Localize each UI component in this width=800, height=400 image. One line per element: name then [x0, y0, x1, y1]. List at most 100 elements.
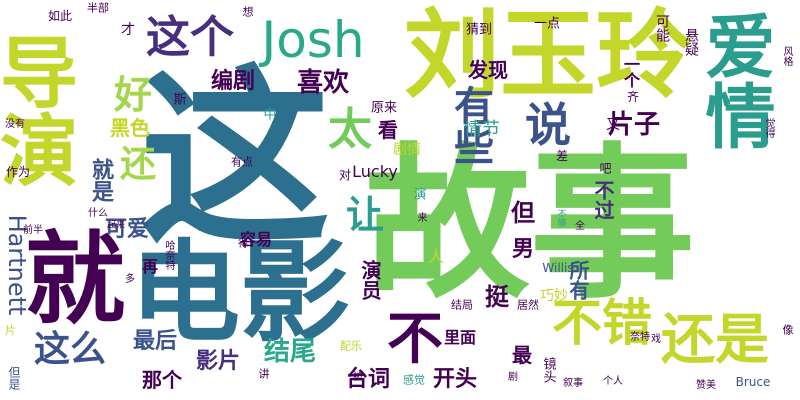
- word-xushi: 叙事: [563, 378, 583, 389]
- word-yige: 一个: [621, 56, 640, 88]
- word-cha: 差: [555, 149, 569, 163]
- word-geren: 个人: [603, 376, 623, 387]
- word-hai: 还: [119, 144, 157, 185]
- word-pianzi: 片子: [607, 110, 661, 140]
- word-meiyou: 没有: [5, 119, 25, 130]
- word-bianju: 编剧: [210, 69, 256, 94]
- word-josh: Josh: [261, 11, 365, 69]
- word-dan: 但: [511, 199, 535, 227]
- word-qilai: 起来: [106, 220, 126, 231]
- word-xiang2: 像: [782, 323, 794, 337]
- word-xihuan: 喜欢: [296, 68, 350, 98]
- word-zhe: 这: [139, 49, 331, 270]
- word-shuo: 说: [525, 98, 571, 152]
- word-haishi: 还是: [661, 308, 769, 371]
- word-juede: 觉得: [763, 118, 774, 138]
- word-jiu: 就: [25, 221, 125, 338]
- word-xiang: 想: [242, 5, 254, 19]
- word-zuowei: 作为: [5, 165, 31, 179]
- word-youxie: 有些: [447, 85, 493, 165]
- word-aiqing: 爱情: [694, 10, 776, 150]
- word-rang: 让: [345, 193, 385, 237]
- word-danshi: 但是: [7, 366, 21, 390]
- word-nan: 男: [511, 237, 535, 262]
- word-bu: 不: [387, 307, 443, 372]
- word-zai: 再: [141, 257, 159, 276]
- word-qianban: 前半: [23, 225, 43, 236]
- word-ba: 吧: [598, 162, 612, 174]
- word-hartnett: Hartnett: [3, 214, 31, 316]
- word-nage: 那个: [142, 368, 182, 392]
- word-you: 又: [606, 117, 620, 133]
- word-kaitou: 开头: [432, 367, 478, 392]
- word-zheme: 这么: [33, 329, 107, 370]
- word-juqing: 剧情: [393, 142, 421, 158]
- word-tai: 太: [328, 104, 372, 155]
- word-taici: 台词: [345, 367, 391, 392]
- word-banbu: 半部: [87, 1, 109, 15]
- word-bugou: 不够: [555, 209, 566, 227]
- word-lai: 来: [415, 212, 426, 222]
- word-yidian: 一点: [533, 16, 561, 32]
- word-duo: 多: [125, 274, 135, 285]
- word-yingpian: 影片: [195, 349, 241, 374]
- word-ganjue: 感觉: [403, 373, 425, 387]
- word-xi: 戏: [651, 334, 661, 345]
- word-peiyue: 配乐: [340, 339, 362, 353]
- word-bei: 被: [353, 372, 363, 383]
- word-ting: 挺: [485, 283, 509, 311]
- word-gushi: 故事: [365, 128, 695, 321]
- word-jiang: 讲: [258, 367, 270, 381]
- word-zhege: 这个: [146, 12, 234, 63]
- word-fengge: 风格: [781, 46, 792, 66]
- word-juran: 居然: [517, 298, 539, 312]
- word-faxian: 发现: [468, 58, 508, 82]
- word-ruci: 如此: [47, 9, 73, 23]
- word-xuanyi: 悬疑: [683, 28, 699, 56]
- word-willis: Willis: [542, 261, 574, 275]
- word-bucuo: 不错: [552, 294, 652, 352]
- word-qi: 齐: [626, 90, 640, 104]
- word-rongyi: 容易: [239, 230, 273, 249]
- word-hao: 好: [113, 73, 153, 117]
- word-de: 得: [238, 239, 248, 250]
- word-limian: 里面: [443, 328, 477, 347]
- word-lucky: Lucky: [352, 162, 398, 181]
- word-suoyou: 所有: [566, 260, 590, 300]
- word-zanmei: 赞美: [696, 380, 716, 391]
- word-zui: 最: [512, 343, 532, 367]
- word-yuanlai: 原来: [370, 100, 398, 116]
- word-shenme: 什么: [88, 208, 108, 219]
- word-zhong: 中: [263, 107, 277, 123]
- word-zuihou: 最后: [132, 329, 178, 354]
- word-keai: 可爱: [104, 217, 150, 242]
- word-dui: 对: [338, 168, 352, 182]
- word-yan: 演: [413, 187, 427, 203]
- word-yanyuan: 演员: [358, 260, 382, 300]
- word-si: 斯: [173, 92, 187, 108]
- word-daoyan: 导演: [0, 32, 77, 188]
- word-heise: 黑色: [110, 116, 150, 140]
- word-hanaite: 哈奈特: [163, 240, 174, 270]
- word-jingtou: 镜头: [540, 357, 556, 383]
- word-qiaomiao: 巧妙: [540, 288, 568, 304]
- word-naite: 奈特: [630, 332, 650, 343]
- word-dianying: 电影: [130, 229, 350, 357]
- word-buguo: 不过: [591, 180, 615, 220]
- word-youdian: 有点: [231, 155, 253, 169]
- word-jiushi: 就是: [88, 158, 113, 202]
- word-bruce: Bruce: [735, 375, 771, 389]
- word-caidao: 猜到: [465, 22, 493, 38]
- word-keneng: 可能: [654, 14, 670, 42]
- word-ren: 人: [425, 248, 444, 264]
- word-ju: 剧: [508, 372, 518, 383]
- word-quan: 全: [575, 221, 585, 232]
- word-kan: 看: [378, 118, 398, 142]
- word-liu-yuling: 刘玉玲: [404, 0, 692, 111]
- word-jieju: 结局: [451, 298, 473, 312]
- word-cai: 才: [121, 22, 135, 38]
- word-qingjie: 情节: [464, 119, 500, 140]
- word-jiewei: 结尾: [263, 337, 317, 367]
- word-pian: 片: [3, 324, 17, 336]
